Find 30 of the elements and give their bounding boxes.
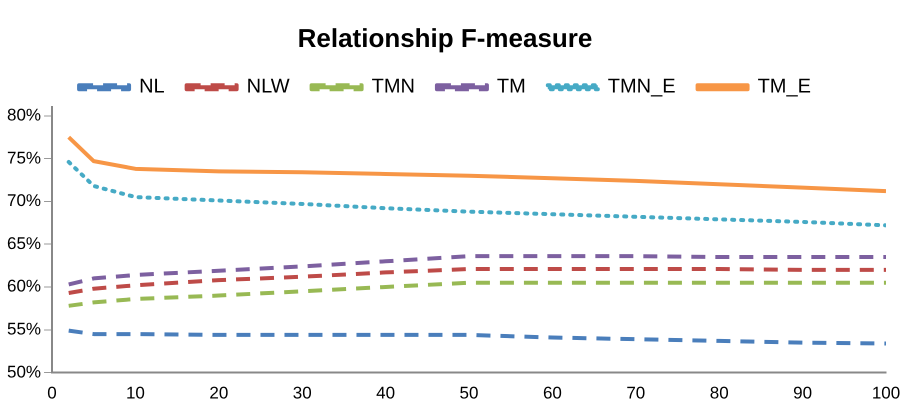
x-tick-label: 70 — [626, 383, 646, 402]
y-tick-label: 50% — [6, 362, 42, 382]
line-series — [66, 280, 886, 308]
y-tick-label: 70% — [6, 191, 42, 210]
line-series — [66, 160, 886, 228]
x-tick-label: 0 — [47, 383, 57, 402]
legend-label: TM_E — [758, 76, 811, 98]
x-tick-label: 40 — [376, 383, 396, 402]
x-tick-label: 10 — [126, 383, 145, 402]
y-tick-label: 75% — [6, 148, 42, 168]
line-series — [66, 328, 886, 346]
legend-label: TM — [496, 76, 526, 98]
x-tick-label: 50 — [460, 383, 478, 402]
legend-label: TMN_E — [608, 76, 676, 98]
x-tick-label: 60 — [542, 383, 562, 402]
legend-label: NL — [139, 76, 165, 98]
y-tick-label: 55% — [6, 319, 42, 338]
line-series — [66, 267, 886, 295]
y-tick-label: 60% — [6, 276, 42, 296]
x-tick-label: 100 — [872, 383, 900, 402]
x-tick-label: 20 — [209, 383, 228, 402]
legend-label: NLW — [246, 76, 290, 98]
line-series — [66, 254, 886, 286]
chart-title: Relationship F-measure — [298, 22, 592, 53]
x-tick-label: 30 — [292, 383, 312, 402]
x-tick-label: 80 — [710, 383, 729, 402]
y-tick-label: 65% — [6, 234, 42, 253]
x-tick-label: 90 — [793, 383, 812, 402]
legend-label: TMN — [372, 76, 415, 98]
y-tick-label: 80% — [6, 105, 42, 124]
